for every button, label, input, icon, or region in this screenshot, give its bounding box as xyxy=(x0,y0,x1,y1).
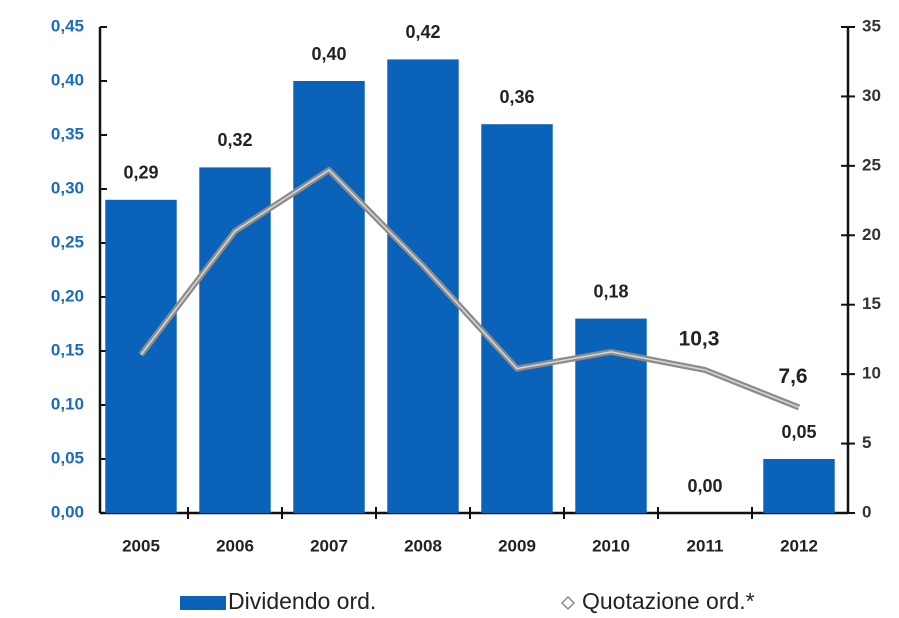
data-label: 0,32 xyxy=(217,130,252,150)
x-tick-label: 2012 xyxy=(780,536,818,555)
legend-swatch xyxy=(180,596,226,610)
legend-swatch xyxy=(560,595,576,611)
y-tick-label: 0,05 xyxy=(51,448,84,467)
data-label: 10,3 xyxy=(679,328,720,351)
x-tick-label: 2009 xyxy=(498,536,536,555)
bar xyxy=(105,199,177,514)
legend-label: Dividendo ord. xyxy=(228,588,376,614)
line-highlight xyxy=(140,169,800,409)
data-label: 0,05 xyxy=(781,422,816,442)
y2-tick-label: 0 xyxy=(862,502,871,521)
y2-tick-label: 10 xyxy=(862,364,881,383)
x-tick-label: 2007 xyxy=(310,536,348,555)
y2-tick-label: 25 xyxy=(862,155,881,174)
bar xyxy=(293,81,365,513)
legend-label: Quotazione ord.* xyxy=(582,588,755,614)
x-tick-label: 2006 xyxy=(216,536,254,555)
y2-tick-label: 30 xyxy=(862,86,881,105)
bar xyxy=(481,124,553,513)
y-tick-label: 0,35 xyxy=(51,124,84,143)
data-label: 0,00 xyxy=(687,476,722,496)
x-tick-label: 2010 xyxy=(592,536,630,555)
bar xyxy=(199,167,271,513)
y2-tick-label: 20 xyxy=(862,225,881,244)
x-tick-label: 2005 xyxy=(122,536,160,555)
y2-tick-label: 5 xyxy=(862,433,871,452)
bar xyxy=(575,318,647,513)
y-tick-label: 0,30 xyxy=(51,178,84,197)
y-tick-label: 0,45 xyxy=(51,16,84,35)
data-label: 0,40 xyxy=(311,44,346,64)
data-label: 0,36 xyxy=(499,87,534,107)
data-label: 0,18 xyxy=(593,281,628,301)
bar xyxy=(387,59,459,514)
x-tick-label: 2008 xyxy=(404,536,442,555)
bar xyxy=(763,459,835,513)
y2-tick-label: 35 xyxy=(862,16,881,35)
y-tick-label: 0,00 xyxy=(51,502,84,521)
y-tick-label: 0,15 xyxy=(51,340,84,359)
y-tick-label: 0,20 xyxy=(51,286,84,305)
y-tick-label: 0,25 xyxy=(51,232,84,251)
y2-tick-label: 15 xyxy=(862,294,881,313)
data-label: 0,42 xyxy=(405,22,440,42)
data-label: 7,6 xyxy=(778,365,807,388)
data-label: 0,29 xyxy=(123,163,158,183)
y-tick-label: 0,40 xyxy=(51,70,84,89)
y-tick-label: 0,10 xyxy=(51,394,84,413)
x-tick-label: 2011 xyxy=(687,536,724,555)
